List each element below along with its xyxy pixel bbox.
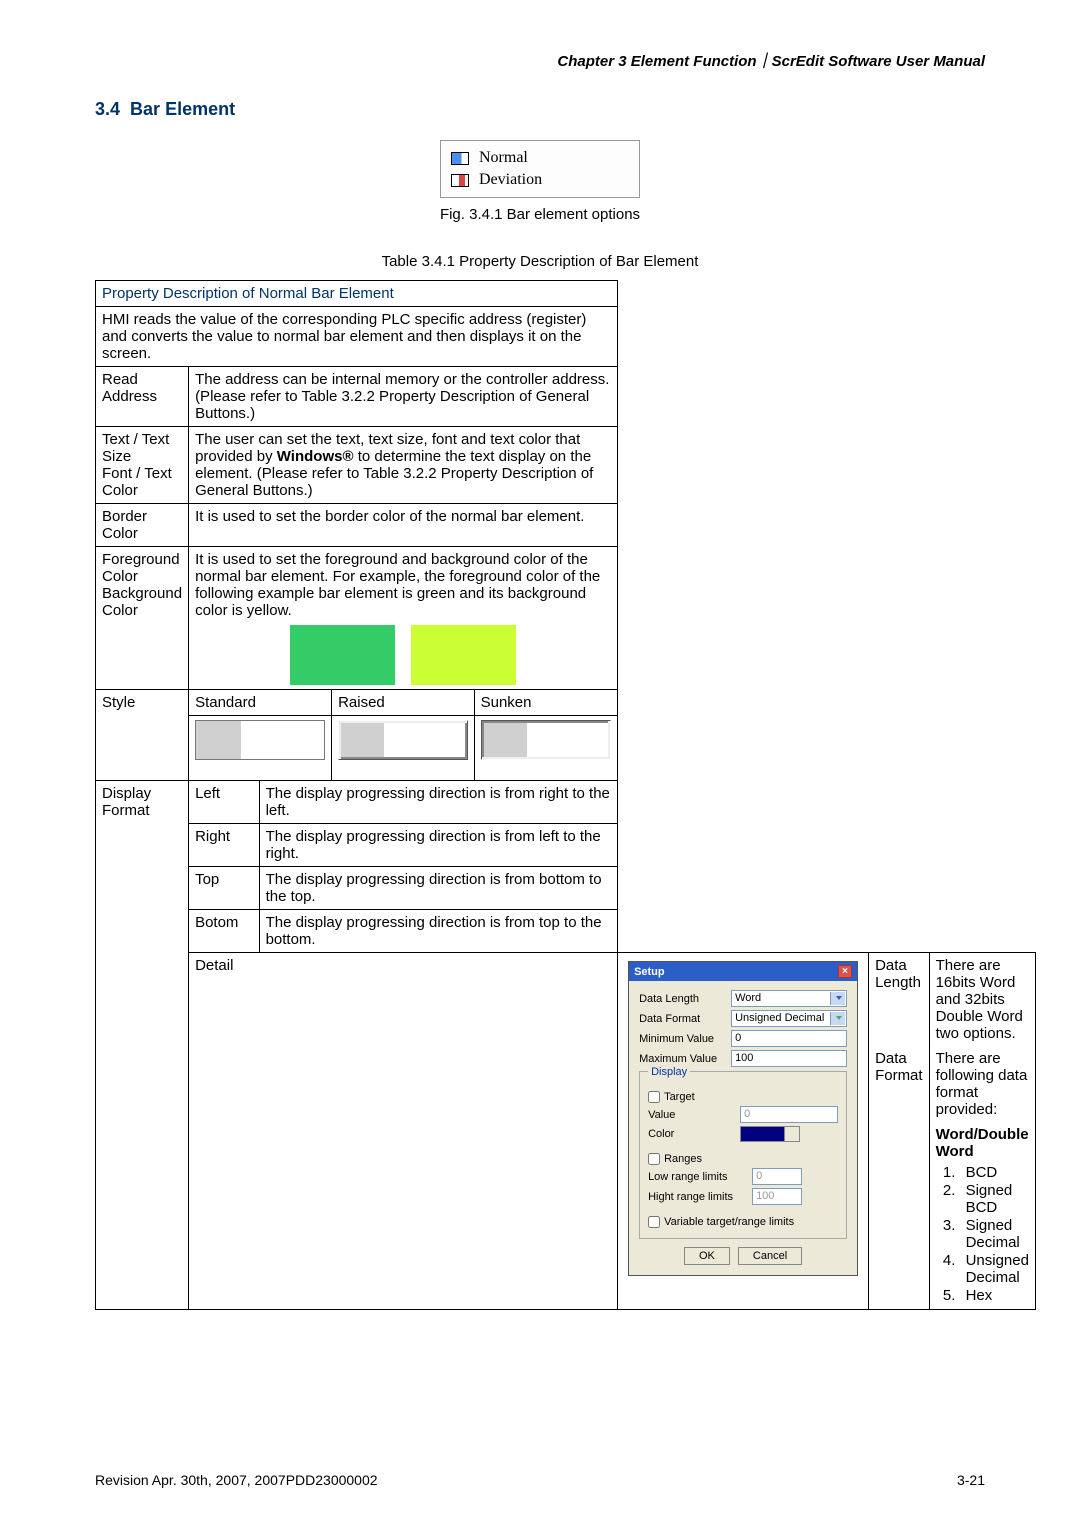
section-number: 3.4 <box>95 99 120 119</box>
section-name: Bar Element <box>130 99 235 119</box>
option-normal-label: Normal <box>479 149 528 167</box>
footer-page-number: 3-21 <box>957 1472 985 1488</box>
prop-style: Style <box>96 690 189 781</box>
cancel-button[interactable]: Cancel <box>738 1247 802 1265</box>
max-value-label: Maximum Value <box>639 1053 727 1065</box>
target-label: Target <box>664 1091 695 1103</box>
max-value-input[interactable]: 100 <box>731 1050 847 1067</box>
data-length-select[interactable]: Word <box>731 990 847 1007</box>
desc-border-color: It is used to set the border color of th… <box>189 504 618 547</box>
display-fieldset: Display Target Value 0 <box>639 1071 847 1239</box>
display-format-subtable: Left The display progressing direction i… <box>189 781 617 952</box>
table-row: Left The display progressing direction i… <box>189 781 617 824</box>
option-deviation-label: Deviation <box>479 171 542 189</box>
variable-limits-label: Variable target/range limits <box>664 1216 794 1228</box>
prop-read-address: Read Address <box>96 367 189 427</box>
dialog-titlebar: Setup × <box>629 962 857 981</box>
value-label: Value <box>648 1109 736 1121</box>
data-format-desc: There are following data format provided… <box>929 1046 1035 1122</box>
list-item: Hex <box>960 1287 1029 1304</box>
desc-read-address: The address can be internal memory or th… <box>189 367 618 427</box>
desc-text: The user can set the text, text size, fo… <box>189 427 618 504</box>
page-footer: Revision Apr. 30th, 2007, 2007PDD2300000… <box>95 1472 985 1488</box>
footer-revision: Revision Apr. 30th, 2007, 2007PDD2300000… <box>95 1472 378 1488</box>
prop-border-color: Border Color <box>96 504 189 547</box>
data-length-label: Data Length <box>639 993 727 1005</box>
high-range-input[interactable]: 100 <box>752 1188 802 1205</box>
bar-style-raised <box>338 720 468 760</box>
ok-button[interactable]: OK <box>684 1247 730 1265</box>
list-item: BCD <box>960 1164 1029 1181</box>
target-checkbox[interactable] <box>648 1091 660 1103</box>
data-format-key: Data Format <box>869 1046 929 1309</box>
bar-normal-icon <box>451 152 469 165</box>
table-row: Top The display progressing direction is… <box>189 867 617 910</box>
dialog-title: Setup <box>634 966 665 978</box>
data-length-desc: There are 16bits Word and 32bits Double … <box>929 953 1035 1046</box>
prop-display-format: Display Format <box>96 781 189 1310</box>
setup-dialog: Setup × Data Length Word Data F <box>628 961 858 1276</box>
data-length-key: Data Length <box>869 953 929 1046</box>
bar-deviation-icon <box>451 174 469 187</box>
min-value-input[interactable]: 0 <box>731 1030 847 1047</box>
min-value-label: Minimum Value <box>639 1033 727 1045</box>
data-format-label: Data Format <box>639 1013 727 1025</box>
bar-style-standard <box>195 720 325 760</box>
section-title: 3.4 Bar Element <box>95 99 985 120</box>
table-intro: HMI reads the value of the corresponding… <box>96 307 618 367</box>
chapter-header: Chapter 3 Element Function｜ScrEdit Softw… <box>95 50 985 71</box>
prop-detail: Detail <box>189 953 618 1310</box>
data-format-list-cell: Word/Double Word BCD Signed BCD Signed D… <box>929 1122 1035 1309</box>
variable-limits-checkbox[interactable] <box>648 1216 660 1228</box>
list-item: Unsigned Decimal <box>960 1252 1029 1286</box>
table-row: Botom The display progressing direction … <box>189 910 617 953</box>
word-double-word-header: Word/Double Word <box>936 1126 1029 1160</box>
option-deviation[interactable]: Deviation <box>451 169 629 191</box>
data-format-select[interactable]: Unsigned Decimal <box>731 1010 847 1027</box>
detail-right-table: Data Length There are 16bits Word and 32… <box>869 953 1035 1309</box>
style-standard-label: Standard <box>189 690 332 715</box>
style-sunken-label: Sunken <box>474 690 617 715</box>
close-icon[interactable]: × <box>838 965 852 978</box>
ranges-label: Ranges <box>664 1153 702 1165</box>
bar-options-box: Normal Deviation <box>440 140 640 198</box>
property-table: Property Description of Normal Bar Eleme… <box>95 280 1036 1310</box>
color-picker[interactable] <box>740 1126 800 1142</box>
table-caption: Table 3.4.1 Property Description of Bar … <box>95 253 985 270</box>
desc-fg-bg: It is used to set the foreground and bac… <box>189 547 618 690</box>
low-range-input[interactable]: 0 <box>752 1168 802 1185</box>
display-group-label: Display <box>648 1066 690 1078</box>
prop-fg-bg: Foreground Color Background Color <box>96 547 189 690</box>
low-range-label: Low range limits <box>648 1171 748 1183</box>
ranges-checkbox[interactable] <box>648 1153 660 1165</box>
bar-style-sunken <box>481 720 611 760</box>
high-range-label: Hight range limits <box>648 1191 748 1203</box>
prop-text: Text / Text Size Font / Text Color <box>96 427 189 504</box>
option-normal[interactable]: Normal <box>451 147 629 169</box>
swatch-foreground <box>290 625 395 685</box>
color-label: Color <box>648 1128 736 1140</box>
value-input[interactable]: 0 <box>740 1106 838 1123</box>
list-item: Signed Decimal <box>960 1217 1029 1251</box>
style-raised-label: Raised <box>332 690 475 715</box>
table-row: Right The display progressing direction … <box>189 824 617 867</box>
table-header: Property Description of Normal Bar Eleme… <box>96 281 618 307</box>
figure-caption: Fig. 3.4.1 Bar element options <box>95 206 985 223</box>
swatch-background <box>411 625 516 685</box>
list-item: Signed BCD <box>960 1182 1029 1216</box>
data-format-list: BCD Signed BCD Signed Decimal Unsigned D… <box>936 1164 1029 1304</box>
